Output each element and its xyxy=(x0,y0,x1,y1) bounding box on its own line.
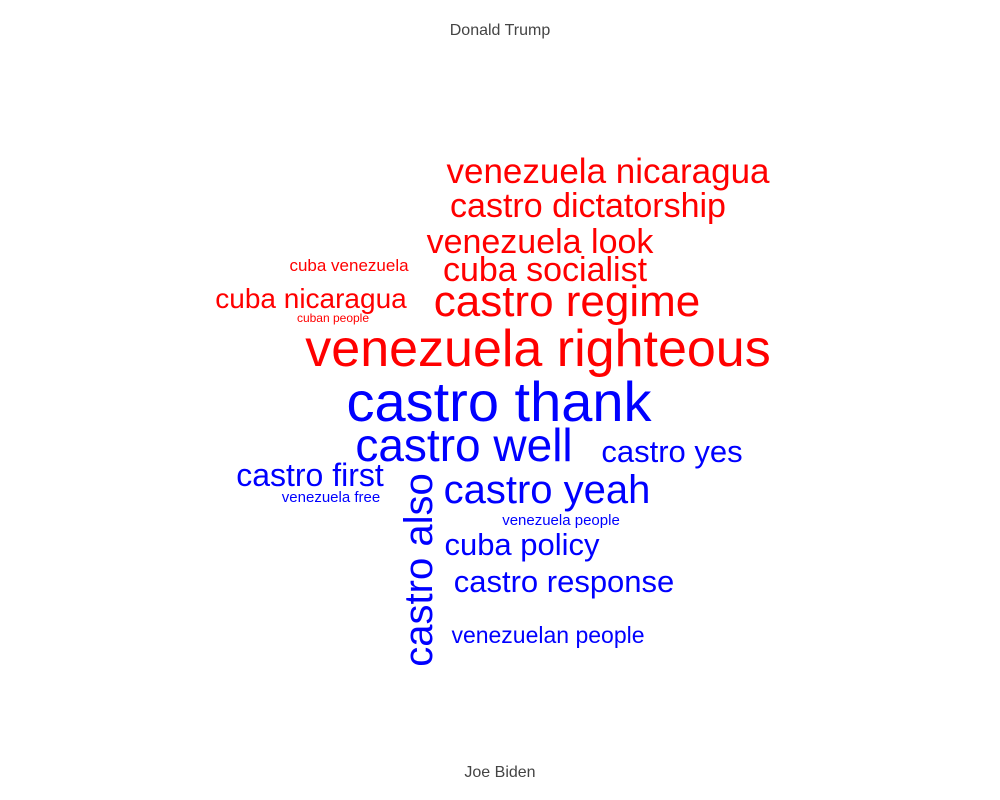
word-castro-response: castro response xyxy=(454,564,675,599)
word-venezuela-look: venezuela look xyxy=(427,223,655,261)
word-castro-thank: castro thank xyxy=(346,370,652,433)
word-venezuela-people: venezuela people xyxy=(502,512,620,529)
word-cuba-venezuela: cuba venezuela xyxy=(289,256,409,275)
word-cuban-people: cuban people xyxy=(297,311,369,325)
word-venezuela-free: venezuela free xyxy=(282,489,380,506)
word-castro-dictatorship: castro dictatorship xyxy=(450,187,726,225)
word-cuba-nicaragua: cuba nicaragua xyxy=(215,283,407,314)
word-venezuela-nicaragua: venezuela nicaragua xyxy=(446,152,770,191)
top-group-label: Donald Trump xyxy=(450,22,551,39)
bottom-group-label: Joe Biden xyxy=(464,764,535,781)
word-venezuelan-people: venezuelan people xyxy=(451,622,644,648)
word-castro-also: castro also xyxy=(397,473,441,666)
word-castro-regime: castro regime xyxy=(434,277,701,326)
word-castro-yeah: castro yeah xyxy=(444,468,651,512)
word-venezuela-righteous: venezuela righteous xyxy=(305,320,770,378)
word-castro-yes: castro yes xyxy=(601,434,742,469)
word-castro-first: castro first xyxy=(236,457,384,493)
word-castro-well: castro well xyxy=(355,419,572,471)
word-cuba-policy: cuba policy xyxy=(444,527,600,562)
word-cuba-socialist: cuba socialist xyxy=(443,251,648,289)
